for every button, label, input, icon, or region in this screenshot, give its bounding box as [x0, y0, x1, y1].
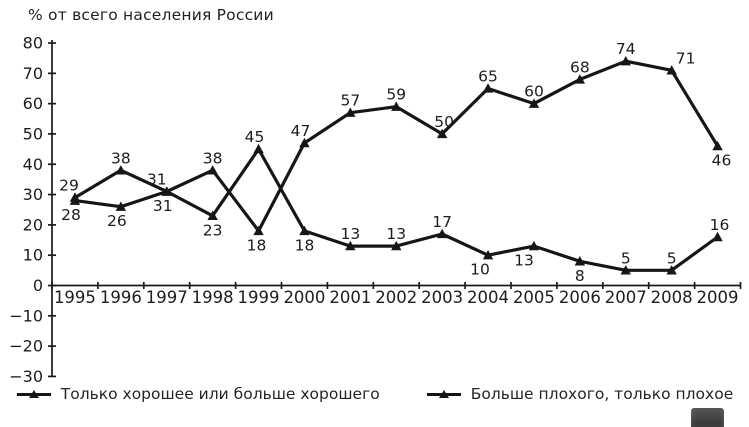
value-label: 31	[153, 197, 173, 215]
value-label: 74	[616, 40, 636, 58]
value-label: 18	[295, 236, 315, 254]
value-label: 38	[203, 149, 223, 167]
data-point-marker	[712, 140, 723, 151]
y-tick-label: −10	[9, 306, 43, 325]
data-point-marker	[666, 265, 677, 275]
data-point-marker	[391, 101, 402, 111]
data-point-marker	[391, 240, 402, 251]
value-label: 13	[386, 225, 406, 243]
legend-label-good: Только хорошее или больше хорошего	[60, 385, 380, 403]
data-point-marker	[620, 56, 631, 66]
y-tick-label: 50	[23, 124, 43, 143]
value-label: 10	[470, 261, 490, 279]
x-tick-label: 1996	[100, 288, 142, 307]
x-tick-label: 1997	[146, 288, 188, 307]
x-tick-label: 2009	[697, 288, 739, 307]
legend-item-bad: Больше плохого, только плохое	[426, 385, 734, 403]
value-label: 65	[478, 67, 498, 85]
x-tick-label: 2002	[375, 288, 417, 307]
data-point-marker	[712, 231, 723, 242]
data-point-marker	[253, 225, 264, 236]
value-label: 57	[340, 92, 360, 110]
data-point-marker	[528, 240, 540, 251]
value-label: 13	[340, 225, 360, 243]
x-tick-label: 2004	[467, 288, 509, 307]
value-label: 23	[203, 221, 223, 239]
chart-title: % от всего населения России	[28, 6, 274, 24]
value-label: 5	[621, 249, 631, 267]
x-tick-label: 1995	[54, 288, 96, 307]
data-point-marker	[482, 249, 494, 260]
y-tick-label: 40	[23, 155, 43, 174]
data-point-marker	[666, 65, 677, 75]
value-label: 8	[575, 267, 585, 285]
x-tick-label: 2001	[329, 288, 371, 307]
data-point-marker	[574, 256, 586, 266]
data-point-marker	[69, 192, 81, 202]
y-tick-label: 0	[33, 276, 43, 295]
data-point-marker	[299, 137, 310, 148]
value-label: 45	[245, 128, 265, 146]
chart-legend: Только хорошее или больше хорошего Больш…	[0, 385, 749, 403]
y-tick-label: 70	[23, 64, 43, 83]
data-point-marker	[161, 186, 172, 196]
data-point-marker	[436, 128, 448, 139]
legend-label-bad: Больше плохого, только плохое	[470, 385, 734, 403]
value-label: 31	[147, 171, 167, 189]
x-tick-label: 2008	[651, 288, 693, 307]
y-tick-label: −30	[9, 367, 43, 386]
value-label: 29	[59, 177, 79, 195]
legend-item-good: Только хорошее или больше хорошего	[16, 385, 380, 403]
value-label: 26	[107, 212, 127, 230]
y-tick-label: 30	[23, 185, 43, 204]
value-label: 5	[667, 249, 677, 267]
value-label: 13	[514, 252, 534, 270]
y-tick-label: 20	[23, 215, 43, 234]
data-point-marker	[574, 74, 586, 84]
x-tick-label: 1998	[192, 288, 234, 307]
y-tick-label: −20	[9, 337, 43, 356]
data-point-marker	[207, 210, 218, 220]
data-point-marker	[482, 83, 494, 93]
value-label: 50	[434, 113, 454, 131]
data-point-marker	[207, 165, 218, 175]
value-label: 18	[247, 236, 267, 254]
watermark-logo	[691, 408, 724, 427]
line-triangle-marker-icon	[426, 390, 461, 398]
value-label: 46	[712, 152, 732, 170]
value-label: 60	[524, 83, 544, 101]
value-label: 28	[61, 206, 81, 224]
value-label: 59	[386, 86, 406, 104]
data-point-marker	[620, 265, 631, 275]
data-point-marker	[115, 201, 127, 211]
y-tick-label: 60	[23, 94, 43, 113]
data-point-marker	[299, 225, 310, 236]
x-tick-label: 2000	[283, 288, 325, 307]
data-point-marker	[528, 98, 540, 108]
value-label: 68	[570, 58, 590, 76]
value-label: 16	[710, 216, 730, 234]
line-triangle-marker-icon	[16, 390, 51, 398]
value-label: 71	[676, 49, 696, 67]
y-tick-label: 80	[23, 34, 43, 53]
data-point-marker	[115, 165, 127, 175]
x-tick-label: 2005	[513, 288, 555, 307]
data-point-marker	[253, 143, 264, 154]
x-tick-label: 2006	[559, 288, 601, 307]
value-label: 38	[111, 149, 131, 167]
data-point-marker	[436, 228, 448, 239]
data-point-marker	[345, 240, 356, 251]
x-tick-label: 2007	[605, 288, 647, 307]
data-point-marker	[345, 107, 356, 117]
x-tick-label: 2003	[421, 288, 463, 307]
value-label: 47	[291, 122, 311, 140]
value-label: 17	[432, 213, 452, 231]
x-tick-label: 1999	[238, 288, 280, 307]
y-tick-label: 10	[23, 246, 43, 265]
